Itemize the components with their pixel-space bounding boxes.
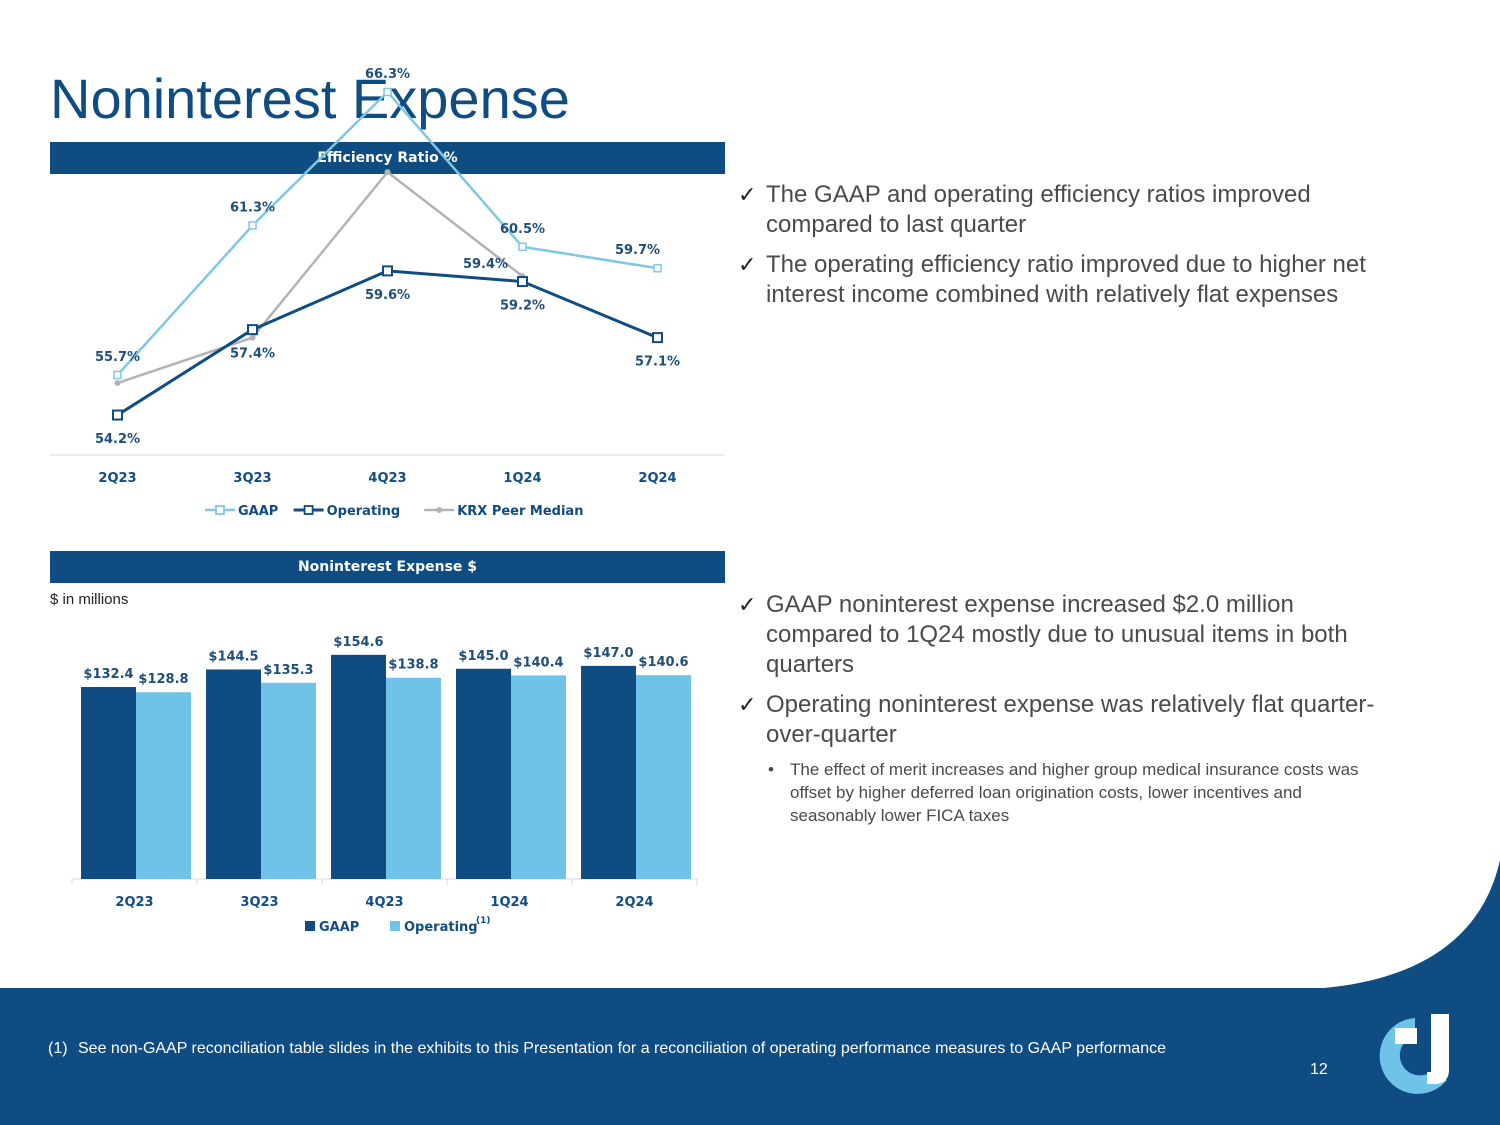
bar-operating — [636, 675, 691, 879]
footnote-marker: (1) — [48, 1040, 68, 1057]
data-label: $128.8 — [138, 672, 188, 687]
page-number: 12 — [1310, 1061, 1328, 1078]
noninterest-expense-chart: 2Q23 3Q23 4Q23 1Q24 2Q24 $132.4 $144.5 $154.6 $1… — [71, 635, 698, 935]
list-item: ✓ The operating efficiency ratio improve… — [738, 250, 1378, 310]
legend-superscript: (1) — [476, 916, 491, 926]
footnote-text: See non-GAAP reconciliation table slides… — [78, 1040, 1166, 1057]
data-point — [653, 263, 662, 273]
data-point — [247, 324, 258, 336]
bullet-text: The GAAP and operating efficiency ratios… — [766, 181, 1311, 238]
x-tick-label: 2Q23 — [98, 471, 136, 486]
check-icon: ✓ — [738, 252, 757, 277]
noninterest-expense-header: Noninterest Expense $ — [50, 551, 725, 583]
bar-gaap — [331, 654, 386, 879]
corner-curve-decoration — [1280, 860, 1500, 990]
data-label: 61.3% — [230, 200, 275, 215]
list-item: ✓ GAAP noninterest expense increased $2.… — [738, 590, 1378, 680]
bullet-text: GAAP noninterest expense increased $2.0 … — [766, 591, 1348, 678]
data-point — [518, 242, 527, 252]
efficiency-ratio-chart: 2Q23 3Q23 4Q23 1Q24 2Q24 59.4% 55.7% 61.3% 66.3%… — [50, 67, 725, 519]
data-label: 60.5% — [500, 222, 545, 237]
list-item: ✓ Operating noninterest expense was rela… — [738, 690, 1378, 750]
bar-gaap — [456, 668, 511, 879]
bar-operating — [136, 692, 191, 879]
series-line-krx-peer-median — [117, 170, 524, 385]
check-icon: ✓ — [738, 592, 757, 617]
data-point — [248, 221, 257, 230]
x-tick-label: 2Q23 — [115, 895, 153, 910]
x-tick-label: 2Q24 — [615, 895, 653, 910]
legend-label: GAAP — [238, 504, 278, 519]
x-tick-label: 1Q24 — [490, 895, 528, 910]
bullet-text: Operating noninterest expense was relati… — [766, 691, 1375, 748]
x-tick-label: 3Q23 — [233, 471, 271, 486]
data-label: $144.5 — [208, 649, 258, 664]
legend-label: Operating — [404, 920, 478, 935]
footnote: (1) See non-GAAP reconciliation table sl… — [48, 1039, 1268, 1059]
data-point — [382, 265, 393, 277]
x-tick-label: 2Q24 — [638, 471, 676, 486]
data-label: $140.6 — [638, 655, 688, 670]
legend-swatch — [390, 921, 400, 931]
company-logo-icon — [1379, 1014, 1449, 1094]
x-tick-label: 3Q23 — [240, 895, 278, 910]
data-label: 57.1% — [635, 355, 680, 370]
data-label: $147.0 — [583, 646, 633, 661]
data-label: 57.4% — [230, 347, 275, 362]
footer-band — [0, 988, 1500, 1125]
data-point — [517, 276, 528, 288]
legend-label: GAAP — [319, 920, 359, 935]
bar-gaap — [81, 687, 136, 879]
bullet-dot-icon: • — [768, 760, 774, 779]
data-label: $145.0 — [458, 649, 508, 664]
data-label: $138.8 — [388, 658, 438, 673]
bar-gaap — [581, 665, 636, 879]
data-label: $154.6 — [333, 635, 383, 650]
sub-list-item: • The effect of merit increases and high… — [738, 758, 1378, 827]
data-point — [383, 87, 392, 97]
efficiency-ratio-header: Efficiency Ratio % — [50, 142, 725, 174]
data-point — [114, 380, 121, 387]
bullet-text: The operating efficiency ratio improved … — [766, 251, 1366, 308]
data-label: 59.2% — [500, 299, 545, 314]
legend-marker — [303, 505, 314, 515]
data-label: 59.7% — [615, 243, 660, 258]
data-point — [113, 370, 122, 380]
units-note: $ in millions — [50, 591, 129, 608]
data-label: 59.4% — [463, 257, 508, 272]
legend-label: KRX Peer Median — [457, 504, 583, 519]
bar-operating — [261, 682, 316, 879]
data-point — [249, 334, 256, 341]
x-tick-label: 4Q23 — [368, 471, 406, 486]
expense-commentary: ✓ GAAP noninterest expense increased $2.… — [738, 590, 1378, 827]
data-label: 59.6% — [365, 288, 410, 303]
data-label: $140.4 — [513, 655, 563, 670]
bar-gaap — [206, 669, 261, 879]
data-point — [384, 169, 391, 176]
efficiency-commentary: ✓ The GAAP and operating efficiency rati… — [738, 180, 1378, 320]
legend-marker — [436, 507, 443, 513]
legend-marker — [215, 505, 225, 515]
x-tick-label: 4Q23 — [365, 895, 403, 910]
list-item: ✓ The GAAP and operating efficiency rati… — [738, 180, 1378, 240]
bar-operating — [386, 677, 441, 879]
legend-label: Operating — [327, 504, 401, 519]
check-icon: ✓ — [738, 692, 757, 717]
sub-bullet-text: The effect of merit increases and higher… — [790, 760, 1359, 825]
data-label: $132.4 — [83, 667, 133, 682]
data-label: 55.7% — [95, 350, 140, 365]
data-label: $135.3 — [263, 663, 313, 678]
series-line-gaap — [116, 90, 658, 376]
data-point — [112, 409, 123, 421]
bar-operating — [511, 675, 566, 879]
check-icon: ✓ — [738, 182, 757, 207]
page-title: Noninterest Expense — [50, 67, 570, 130]
data-label: 66.3% — [365, 67, 410, 82]
x-tick-label: 1Q24 — [503, 471, 541, 486]
legend-swatch — [305, 921, 315, 931]
data-point — [652, 332, 663, 344]
data-label: 54.2% — [95, 432, 140, 447]
